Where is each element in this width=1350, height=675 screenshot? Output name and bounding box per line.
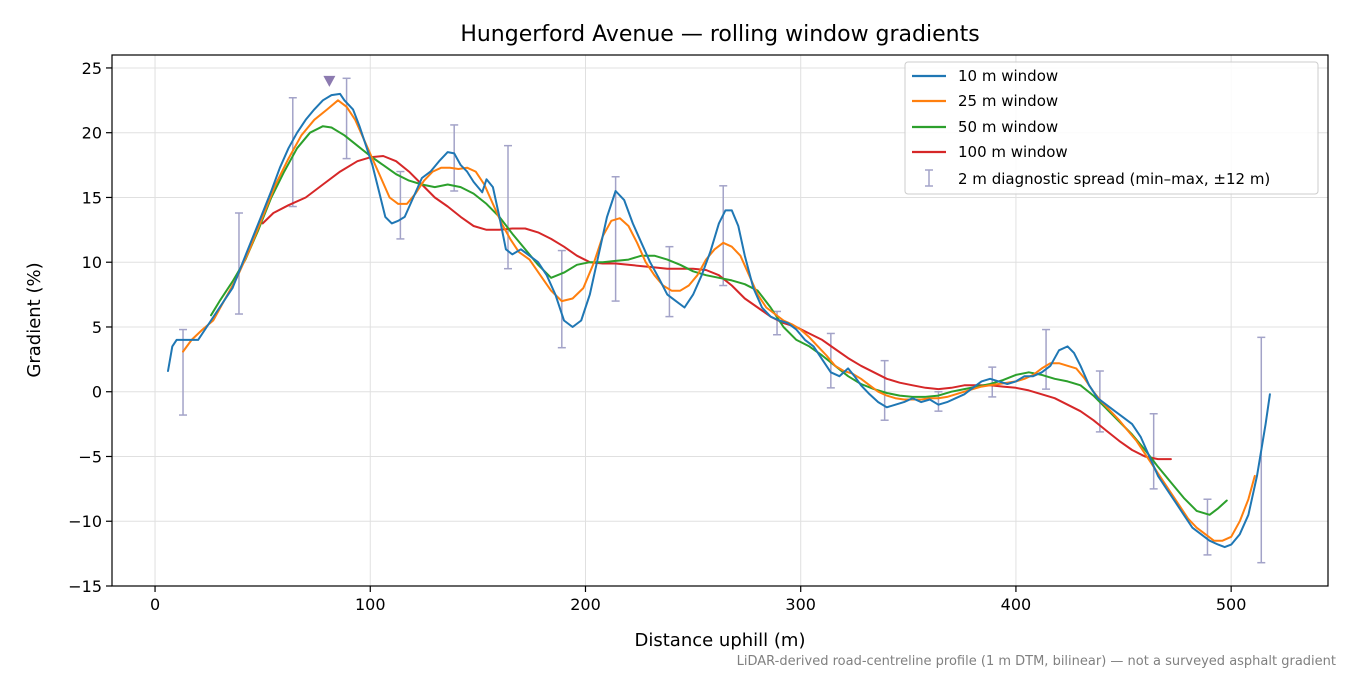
error-bar bbox=[665, 245, 674, 318]
x-tick-label: 300 bbox=[785, 595, 816, 614]
peak-marker bbox=[323, 75, 336, 87]
error-bar bbox=[504, 144, 513, 270]
x-tick-label: 500 bbox=[1216, 595, 1247, 614]
legend-label-100m: 100 m window bbox=[958, 143, 1068, 161]
error-bar bbox=[179, 328, 188, 416]
y-tick-label: −10 bbox=[68, 512, 102, 531]
legend-label-errorbar: 2 m diagnostic spread (min–max, ±12 m) bbox=[958, 170, 1270, 188]
y-tick-label: −5 bbox=[78, 447, 102, 466]
error-bar bbox=[1042, 328, 1051, 390]
error-bar bbox=[880, 359, 889, 421]
error-bar bbox=[557, 249, 566, 349]
legend-label-50m: 50 m window bbox=[958, 118, 1058, 136]
error-bar bbox=[396, 170, 405, 240]
series-line bbox=[210, 125, 1228, 516]
peak-marker-triangle bbox=[323, 75, 336, 87]
chart-title: Hungerford Avenue — rolling window gradi… bbox=[460, 22, 979, 47]
error-bar bbox=[1149, 412, 1158, 490]
error-bar bbox=[450, 124, 459, 192]
x-tick-label: 200 bbox=[570, 595, 601, 614]
y-axis-label: Gradient (%) bbox=[24, 262, 45, 377]
x-axis-label: Distance uphill (m) bbox=[635, 630, 806, 651]
series-line bbox=[261, 155, 1172, 461]
y-tick-label: 5 bbox=[92, 318, 102, 337]
x-tick-label: 100 bbox=[355, 595, 386, 614]
axis-ticks: 0 100 200 300 400 500 −15 −10 −5 0 5 10 15 20 25 bbox=[68, 59, 1246, 614]
y-tick-label: 15 bbox=[82, 188, 102, 207]
grid-lines bbox=[112, 55, 1328, 587]
legend-swatch-errorbar bbox=[925, 169, 933, 187]
legend-label-25m: 25 m window bbox=[958, 92, 1058, 110]
footnote: LiDAR-derived road-centreline profile (1… bbox=[737, 654, 1336, 669]
error-bar bbox=[988, 366, 997, 398]
x-tick-label: 400 bbox=[1001, 595, 1032, 614]
series-lines bbox=[167, 92, 1271, 549]
error-bar bbox=[234, 212, 243, 315]
error-bar bbox=[342, 77, 351, 160]
y-tick-label: 10 bbox=[82, 253, 102, 272]
series-line bbox=[167, 92, 1271, 549]
error-bar bbox=[719, 185, 728, 287]
legend-box bbox=[904, 61, 1319, 195]
y-tick-label: 20 bbox=[82, 124, 102, 143]
x-tick-label: 0 bbox=[150, 595, 160, 614]
error-bar bbox=[1203, 498, 1212, 556]
y-tick-label: 0 bbox=[92, 383, 102, 402]
legend: 10 m window 25 m window 50 m window 100 … bbox=[904, 61, 1319, 195]
plot-frame bbox=[111, 54, 1329, 587]
error-bar bbox=[611, 175, 620, 302]
y-tick-label: 25 bbox=[82, 59, 102, 78]
legend-label-10m: 10 m window bbox=[958, 67, 1058, 85]
y-tick-label: −15 bbox=[68, 577, 102, 596]
